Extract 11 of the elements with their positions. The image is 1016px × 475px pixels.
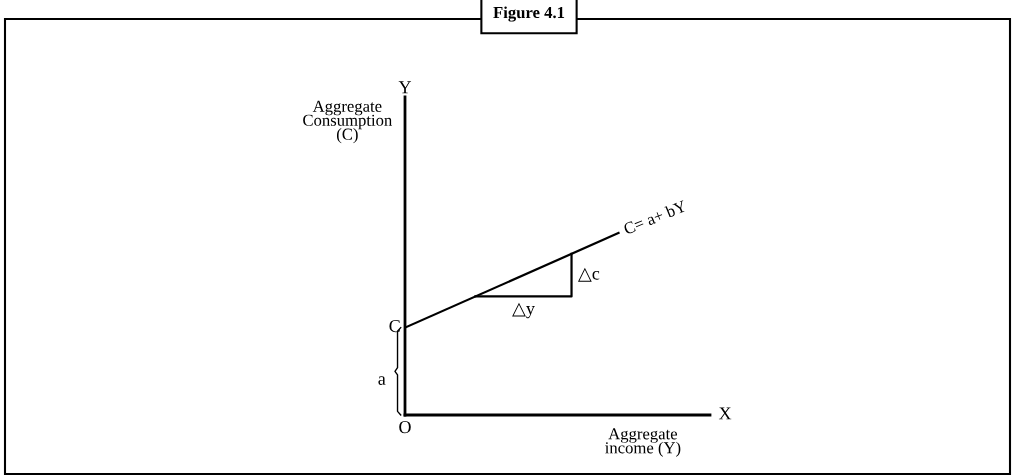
text: C= a+ bY — [622, 199, 688, 235]
text: a — [378, 376, 386, 385]
x-axis-title: Aggregate income (Y) — [605, 428, 681, 457]
text: Y — [398, 81, 412, 94]
chart-title: Figure 4.1 — [493, 6, 565, 22]
text: X — [718, 407, 732, 420]
text: C — [389, 320, 400, 333]
text: O — [399, 421, 411, 434]
text: Aggregate Consumption (C) — [303, 100, 393, 144]
annotation: △c — [577, 267, 600, 282]
annotation: △y — [512, 302, 535, 319]
